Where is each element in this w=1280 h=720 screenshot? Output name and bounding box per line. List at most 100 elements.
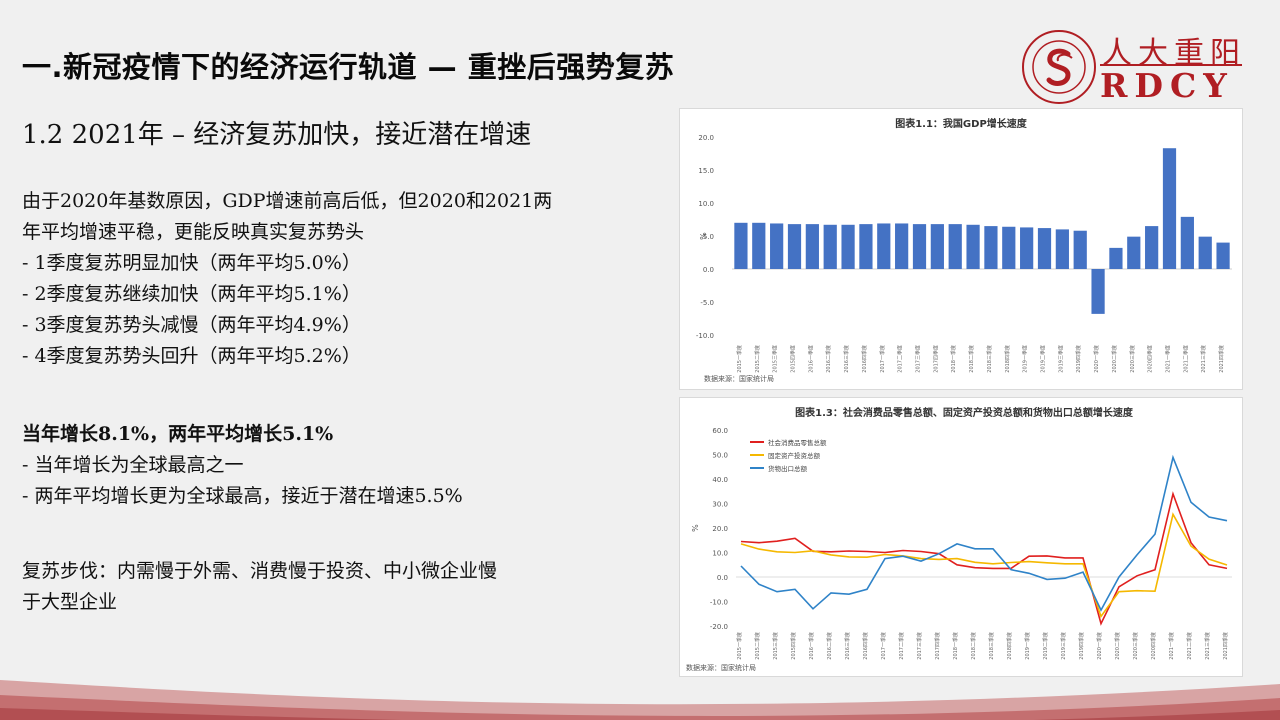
bar [1109, 247, 1123, 269]
bar [1162, 148, 1177, 269]
bar [770, 223, 784, 269]
x-tick-label: 2018四季度 [1006, 632, 1013, 660]
bar [895, 223, 909, 269]
series-line [740, 512, 1228, 619]
series-line [740, 454, 1228, 612]
x-tick-label: 2015四季度 [790, 345, 797, 373]
bar [1198, 236, 1212, 269]
y-tick-label: -5.0 [700, 299, 714, 307]
logo-divider [1100, 64, 1242, 66]
x-tick-label: 2019三季度 [1060, 632, 1067, 660]
chart-source: 数据来源：国家统计局 [686, 663, 756, 672]
x-tick-label: 2021四季度 [1218, 345, 1225, 373]
bar [1055, 229, 1069, 269]
bar [1020, 227, 1034, 269]
y-tick-label: 60.0 [712, 427, 728, 435]
x-tick-label: 2018四季度 [1004, 345, 1011, 373]
x-tick-label: 2018一季度 [950, 345, 957, 373]
x-tick-label: 2017三季度 [915, 345, 922, 373]
legend-label: 固定资产投资总额 [768, 451, 821, 460]
x-tick-label: 2015四季度 [790, 632, 797, 660]
paragraph-1: 由于2020年基数原因，GDP增速前高后低，但2020和2021两 年平均增速平… [22, 186, 552, 372]
y-tick-label: 50.0 [712, 452, 728, 460]
y-tick-label: -10.0 [696, 332, 714, 340]
paragraph-2-heading: 当年增长8.1%，两年平均增长5.1% [22, 423, 334, 445]
paragraph-2: 当年增长8.1%，两年平均增长5.1% - 当年增长为全球最高之一 - 两年平均… [22, 419, 463, 512]
chart-source: 数据来源：国家统计局 [704, 374, 774, 383]
x-tick-label: 2017三季度 [916, 632, 923, 660]
x-tick-label: 2020三季度 [1129, 345, 1136, 373]
gdp-bar-chart: 图表1.1：我国GDP增长速度 20.0 15.0 10.0 5.0 0.0 -5.0 -10… [696, 117, 1232, 383]
logo-seal-icon [1022, 30, 1096, 104]
bar [930, 224, 944, 269]
bullet-q2: - 2季度复苏继续加快（两年平均5.1%） [22, 283, 361, 305]
x-tick-label: 2016三季度 [844, 632, 851, 660]
bar [1216, 242, 1230, 269]
bullet-global-high: - 当年增长为全球最高之一 [22, 454, 244, 476]
x-tick-label: 2021三季度 [1204, 632, 1211, 660]
bar [1037, 228, 1052, 269]
x-tick-label: 2015三季度 [772, 632, 779, 660]
bar [823, 224, 837, 269]
rdcy-logo: 人大重阳 RDCY [1020, 28, 1245, 108]
logo-en-text: RDCY [1100, 66, 1234, 105]
bullet-q1: - 1季度复苏明显加快（两年平均5.0%） [22, 252, 361, 274]
bar [948, 224, 962, 269]
x-tick-label: 2020一季度 [1096, 632, 1103, 660]
bar [877, 223, 891, 269]
x-tick-label: 2018二季度 [968, 345, 975, 373]
x-tick-label: 2021四季度 [1222, 632, 1229, 660]
x-tick-label: 2017一季度 [879, 345, 886, 373]
x-tick-label: 2016四季度 [862, 632, 869, 660]
x-tick-label: 2015二季度 [754, 632, 761, 660]
x-tick-label: 2019一季度 [1022, 345, 1029, 373]
growth-line-chart: 图表1.3：社会消费品零售总额、固定资产投资总额和货物出口总额增长速度 60.0 5… [686, 406, 1232, 672]
x-tick-label: 2019二季度 [1042, 632, 1049, 660]
y-tick-label: 40.0 [712, 476, 728, 484]
bar [1091, 269, 1105, 314]
bar [1127, 236, 1141, 269]
x-tick-label: 2018三季度 [988, 632, 995, 660]
growth-line-chart-panel: 图表1.3：社会消费品零售总额、固定资产投资总额和货物出口总额增长速度 60.0 5… [679, 397, 1243, 677]
x-tick-label: 2016一季度 [807, 345, 814, 373]
bar [805, 224, 819, 269]
bullet-q4: - 4季度复苏势头回升（两年平均5.2%） [22, 345, 361, 367]
legend-label: 货物出口总额 [768, 464, 808, 473]
bar [787, 224, 802, 269]
x-tick-label: 2016二季度 [825, 345, 832, 373]
y-tick-label: 30.0 [712, 501, 728, 509]
paragraph-3-line-2: 于大型企业 [22, 591, 118, 613]
y-tick-label: -10.0 [710, 599, 728, 607]
x-tick-label: 2019三季度 [1057, 345, 1064, 373]
x-tick-label: 2018一季度 [952, 632, 959, 660]
bar [912, 224, 927, 269]
footer-wave-decoration [0, 680, 1280, 720]
y-axis-label: % [691, 524, 700, 532]
paragraph-3: 复苏步伐：内需慢于外需、消费慢于投资、中小微企业慢 于大型企业 [22, 556, 497, 618]
x-tick-label: 2021二季度 [1182, 345, 1189, 373]
x-tick-label: 2016一季度 [808, 632, 815, 660]
x-tick-label: 2021一季度 [1165, 345, 1172, 373]
y-tick-label: 15.0 [698, 167, 714, 175]
paragraph-1-line-1: 由于2020年基数原因，GDP增速前高后低，但2020和2021两 [22, 190, 553, 212]
y-axis-label: % [699, 232, 708, 240]
x-tick-label: 2015二季度 [754, 345, 761, 373]
section-subtitle: 1.2 2021年 – 经济复苏加快，接近潜在增速 [22, 120, 532, 150]
x-tick-label: 2017四季度 [932, 345, 939, 373]
x-tick-label: 2015一季度 [736, 345, 743, 373]
y-tick-label: -20.0 [710, 623, 728, 631]
chart-title: 图表1.1：我国GDP增长速度 [895, 117, 1028, 130]
x-tick-label: 2020二季度 [1114, 632, 1121, 660]
bullet-q3: - 3季度复苏势头减慢（两年平均4.9%） [22, 314, 361, 336]
x-tick-label: 2020二季度 [1111, 345, 1118, 373]
x-tick-label: 2020一季度 [1093, 345, 1100, 373]
chart-title: 图表1.3：社会消费品零售总额、固定资产投资总额和货物出口总额增长速度 [795, 406, 1134, 419]
bar [966, 224, 980, 269]
x-tick-label: 2015一季度 [736, 632, 743, 660]
bar [859, 224, 873, 269]
x-tick-label: 2018三季度 [986, 345, 993, 373]
y-tick-label: 0.0 [717, 574, 728, 582]
series-line [740, 491, 1228, 626]
x-tick-label: 2021一季度 [1168, 632, 1175, 660]
x-tick-label: 2021三季度 [1200, 345, 1207, 373]
